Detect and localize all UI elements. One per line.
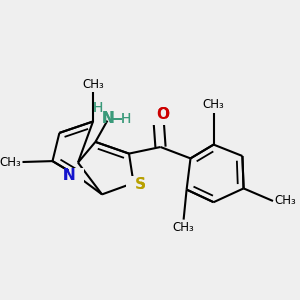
Text: N: N <box>63 168 76 183</box>
Text: H: H <box>93 101 103 115</box>
Text: N: N <box>102 111 114 126</box>
Text: CH₃: CH₃ <box>203 98 224 111</box>
Text: CH₃: CH₃ <box>173 221 194 234</box>
Text: S: S <box>135 177 146 192</box>
Text: CH₃: CH₃ <box>82 78 104 91</box>
FancyBboxPatch shape <box>151 110 166 125</box>
Text: CH₃: CH₃ <box>0 155 21 169</box>
Text: N: N <box>63 168 76 183</box>
Text: H: H <box>93 101 103 115</box>
Text: CH₃: CH₃ <box>274 194 296 208</box>
FancyBboxPatch shape <box>126 176 141 190</box>
Text: O: O <box>156 107 169 122</box>
Text: H: H <box>120 112 130 126</box>
Text: S: S <box>135 177 146 192</box>
Text: O: O <box>156 107 169 122</box>
FancyBboxPatch shape <box>101 102 130 125</box>
Text: H: H <box>120 112 130 126</box>
FancyBboxPatch shape <box>69 168 84 183</box>
Text: N: N <box>102 111 114 126</box>
